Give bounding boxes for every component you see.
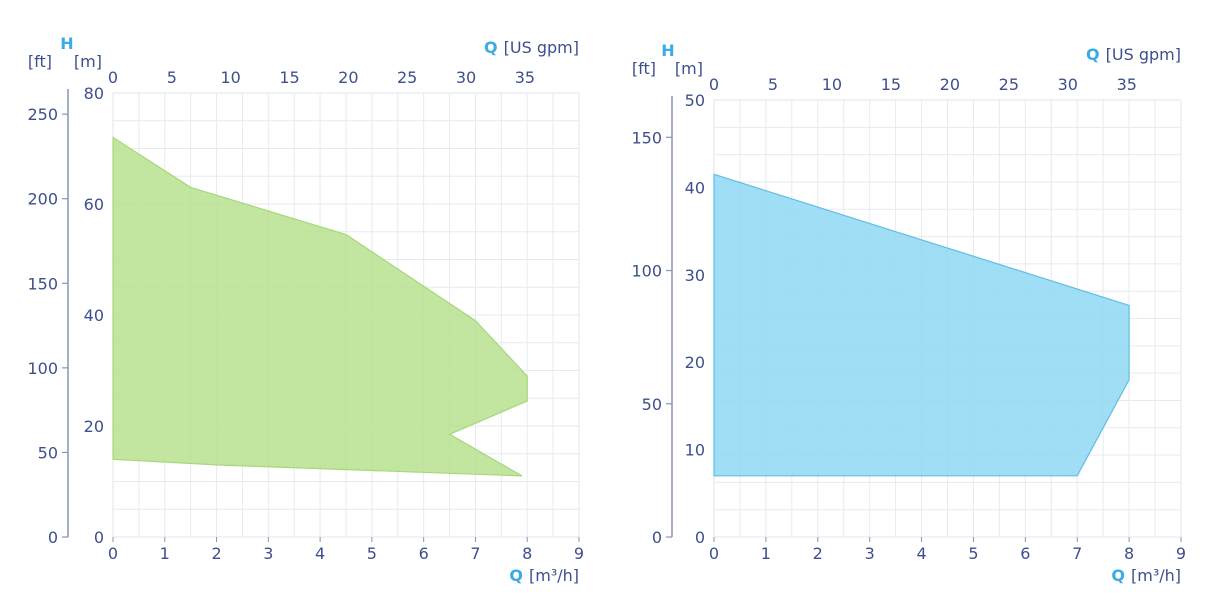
y-tick-label-m: 80 [84,84,104,103]
x-tick-label-gpm: 10 [822,75,842,94]
x-tick-label-m3h: 0 [108,544,118,563]
x-tick-label-gpm: 30 [1058,75,1078,94]
x-tick-label-m3h: 2 [813,544,823,563]
x-axis-unit: [m³/h] [1131,566,1181,585]
y-tick-label-ft: 200 [27,190,58,209]
x-axis-title-top: Q [US gpm] [1086,45,1181,64]
x-tick-label-m3h: 9 [574,544,584,563]
x-axis-top-symbol: Q [484,38,498,57]
y-axis-ft-unit: [ft] [28,52,52,71]
x-tick-label-m3h: 4 [916,544,926,563]
x-tick-label-gpm: 15 [881,75,901,94]
x-tick-label-m3h: 7 [470,544,480,563]
x-tick-label-m3h: 8 [1124,544,1134,563]
x-axis-title-top: Q [US gpm] [484,38,579,57]
x-tick-label-m3h: 5 [367,544,377,563]
y-tick-label-ft: 250 [27,105,58,124]
y-tick-label-m: 20 [685,353,705,372]
x-tick-label-m3h: 8 [522,544,532,563]
y-tick-label-m: 10 [685,441,705,460]
x-tick-label-m3h: 1 [160,544,170,563]
x-tick-label-m3h: 3 [865,544,875,563]
x-tick-label-m3h: 5 [968,544,978,563]
y-tick-label-ft: 150 [631,128,662,147]
x-tick-label-gpm: 5 [768,75,778,94]
x-tick-label-gpm: 35 [1117,75,1137,94]
x-axis-top-unit: [US gpm] [504,38,579,57]
y-tick-label-m: 20 [84,417,104,436]
y-tick-label-m: 50 [685,91,705,110]
x-tick-label-gpm: 25 [397,68,417,87]
x-tick-label-m3h: 6 [1020,544,1030,563]
x-tick-label-gpm: 20 [338,68,358,87]
y-tick-label-ft: 100 [27,359,58,378]
operating-range-area [112,136,528,477]
operating-range-area [713,173,1130,477]
x-tick-label-m3h: 6 [419,544,429,563]
y-tick-label-ft: 150 [27,274,58,293]
y-axis-symbol: H [661,41,674,60]
y-tick-label-m: 0 [695,528,705,547]
x-axis-symbol: Q [509,566,523,585]
x-tick-label-gpm: 5 [167,68,177,87]
y-tick-label-m: 40 [685,178,705,197]
y-tick-label-ft: 0 [652,528,662,547]
y-tick-label-ft: 0 [48,528,58,547]
x-tick-label-m3h: 1 [761,544,771,563]
x-axis-title-bottom: Q [m³/h] [1111,566,1181,585]
y-axis-m-unit: [m] [74,52,102,71]
y-tick-label-m: 40 [84,306,104,325]
x-tick-label-m3h: 3 [263,544,273,563]
pump-curve-chart-left: 0 1 2 3 4 5 6 7 8 9 Q [m³/h] 0 5 10 15 20 25 30 35 Q [US gpm]… [27,34,584,585]
x-tick-label-gpm: 0 [108,68,118,87]
y-tick-label-m: 0 [94,528,104,547]
y-axis-m-unit: [m] [675,59,703,78]
x-axis-symbol: Q [1111,566,1125,585]
pump-curve-chart-right: 0 1 2 3 4 5 6 7 8 9 Q [m³/h] 0 5 10 15 20 25 30 35 Q [US gpm]… [631,41,1186,585]
y-tick-label-ft: 50 [38,443,58,462]
x-tick-label-gpm: 15 [279,68,299,87]
x-tick-label-m3h: 4 [315,544,325,563]
x-axis-top-symbol: Q [1086,45,1100,64]
x-tick-label-gpm: 35 [515,68,535,87]
y-tick-label-m: 30 [685,266,705,285]
y-axis-symbol: H [60,34,73,53]
x-tick-label-m3h: 9 [1176,544,1186,563]
y-axis-ft-unit: [ft] [632,59,656,78]
x-axis-unit: [m³/h] [529,566,579,585]
x-axis-top-unit: [US gpm] [1106,45,1181,64]
x-tick-label-m3h: 2 [211,544,221,563]
x-tick-label-m3h: 7 [1072,544,1082,563]
x-tick-label-gpm: 20 [940,75,960,94]
y-tick-label-ft: 100 [631,262,662,281]
x-tick-label-gpm: 0 [709,75,719,94]
x-tick-label-gpm: 30 [456,68,476,87]
x-tick-label-m3h: 0 [709,544,719,563]
x-axis-title-bottom: Q [m³/h] [509,566,579,585]
y-tick-label-m: 60 [84,195,104,214]
y-tick-label-ft: 50 [642,395,662,414]
x-tick-label-gpm: 10 [220,68,240,87]
x-tick-label-gpm: 25 [999,75,1019,94]
